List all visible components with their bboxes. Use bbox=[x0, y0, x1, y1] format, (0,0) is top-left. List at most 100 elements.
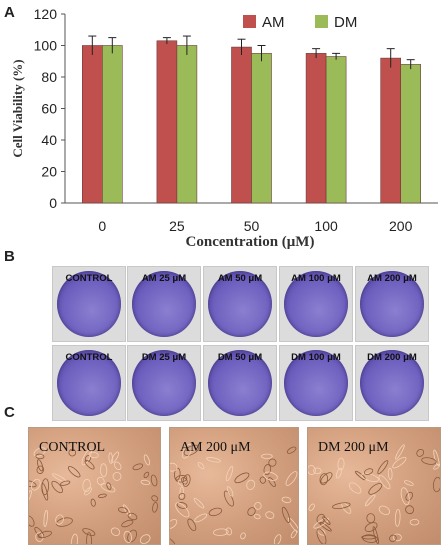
bar-am bbox=[82, 45, 103, 204]
x-tick-label: 25 bbox=[169, 218, 185, 234]
y-tick-label: 60 bbox=[41, 101, 57, 117]
legend-swatch-dm bbox=[315, 15, 328, 28]
cell-shape bbox=[337, 457, 345, 471]
cell-shape bbox=[308, 465, 316, 475]
cell-shape bbox=[213, 528, 229, 536]
cell-shape bbox=[378, 474, 391, 490]
cell-shape bbox=[246, 479, 256, 490]
stained-plate: AM 25 μM bbox=[127, 266, 201, 342]
cell-shape bbox=[174, 467, 181, 481]
micrograph-dm-200: DM 200 μM bbox=[307, 427, 441, 545]
cell-shape bbox=[226, 486, 234, 497]
cell-shape bbox=[33, 447, 46, 457]
cell-shape bbox=[261, 453, 273, 459]
cell-shape bbox=[35, 453, 45, 460]
cell-shape bbox=[111, 451, 120, 463]
cell-shape bbox=[182, 474, 191, 487]
cell-shape bbox=[55, 514, 64, 525]
cell-shape bbox=[112, 472, 122, 481]
y-tick-label: 20 bbox=[41, 164, 57, 180]
cell-shape bbox=[51, 480, 63, 494]
stained-plate: DM 200 μM bbox=[355, 345, 429, 421]
cell-shape bbox=[60, 480, 71, 486]
bar-dm bbox=[251, 53, 272, 204]
cell-shape bbox=[68, 448, 77, 457]
cell-shape bbox=[316, 528, 327, 544]
culture-dish bbox=[284, 271, 348, 337]
legend-label-dm: DM bbox=[334, 14, 357, 31]
cell-shape bbox=[122, 504, 131, 517]
cell-shape bbox=[181, 443, 193, 459]
cell-shape bbox=[268, 477, 276, 488]
culture-dish bbox=[284, 350, 348, 416]
cell-shape bbox=[348, 482, 362, 494]
plate-label: CONTROL bbox=[65, 273, 113, 284]
culture-dish bbox=[132, 350, 196, 416]
legend-label-am: AM bbox=[262, 14, 285, 31]
cell-shape bbox=[84, 459, 95, 470]
plate-label: DM 50 μM bbox=[217, 352, 263, 363]
micrograph-label: AM 200 μM bbox=[180, 440, 251, 455]
y-tick-label: 0 bbox=[49, 195, 57, 211]
cell-shape bbox=[84, 487, 92, 496]
cell-shape bbox=[176, 502, 188, 509]
cell-shape bbox=[110, 527, 121, 536]
stained-plate: AM 200 μM bbox=[355, 266, 429, 342]
cell-shape bbox=[113, 461, 122, 471]
cell-shape bbox=[319, 473, 329, 486]
cell-shape bbox=[143, 454, 151, 466]
cell-shape bbox=[170, 518, 178, 529]
micrograph-am-200: AM 200 μM bbox=[169, 427, 299, 545]
cell-shape bbox=[387, 467, 393, 480]
cell-shape bbox=[82, 528, 96, 536]
plate-label: CONTROL bbox=[65, 352, 113, 363]
cell-shape bbox=[240, 532, 246, 540]
bar-dm bbox=[176, 45, 198, 204]
cell-shape bbox=[29, 515, 35, 527]
cell-shape bbox=[132, 463, 144, 471]
cell-shape bbox=[140, 479, 151, 485]
legend-swatch-am bbox=[243, 15, 256, 28]
panel-c-label: C bbox=[4, 404, 15, 421]
panel-b-label: B bbox=[4, 248, 15, 265]
cell-shape bbox=[273, 534, 282, 544]
cell-shape bbox=[405, 491, 413, 501]
cell-shape bbox=[175, 502, 190, 518]
cell-shape bbox=[55, 517, 73, 527]
cell-shape bbox=[364, 494, 376, 507]
cell-shape bbox=[421, 457, 437, 465]
culture-dish bbox=[208, 350, 272, 416]
bar-am bbox=[305, 53, 327, 204]
cell-shape bbox=[170, 536, 177, 544]
y-tick-label: 120 bbox=[34, 6, 58, 22]
cell-shape bbox=[208, 507, 223, 517]
plate-label: AM 25 μM bbox=[141, 273, 187, 284]
cell-shape bbox=[43, 510, 48, 527]
cell-shape bbox=[181, 477, 188, 485]
cell-shape bbox=[67, 466, 81, 478]
cell-shape bbox=[395, 444, 405, 460]
cell-shape bbox=[263, 464, 272, 476]
cell-viability-bar-chart: 0 20 40 60 80 100 120 0 25 50 100 200 Cell Viability… bbox=[10, 6, 438, 250]
plate-label: DM 100 μM bbox=[291, 352, 341, 363]
stained-plate: AM 50 μM bbox=[203, 266, 277, 342]
cell-shape bbox=[82, 478, 91, 493]
bar-dm bbox=[400, 64, 422, 204]
cell-shape bbox=[290, 529, 298, 539]
cell-shape bbox=[86, 532, 93, 544]
cell-shape bbox=[313, 467, 322, 475]
plate-label: DM 25 μM bbox=[141, 352, 187, 363]
cell-shape bbox=[253, 513, 261, 520]
cell-texture bbox=[308, 444, 440, 544]
cell-shape bbox=[41, 478, 50, 496]
cell-shape bbox=[259, 476, 266, 484]
cell-shape bbox=[332, 502, 351, 510]
cell-shape bbox=[433, 463, 440, 470]
stained-plate: DM 50 μM bbox=[203, 345, 277, 421]
cell-shape bbox=[400, 487, 410, 506]
bar-am bbox=[380, 57, 402, 204]
cell-shape bbox=[29, 489, 32, 502]
cell-shape bbox=[37, 530, 52, 539]
cell-shape bbox=[106, 482, 112, 490]
bar-dm bbox=[102, 45, 123, 204]
